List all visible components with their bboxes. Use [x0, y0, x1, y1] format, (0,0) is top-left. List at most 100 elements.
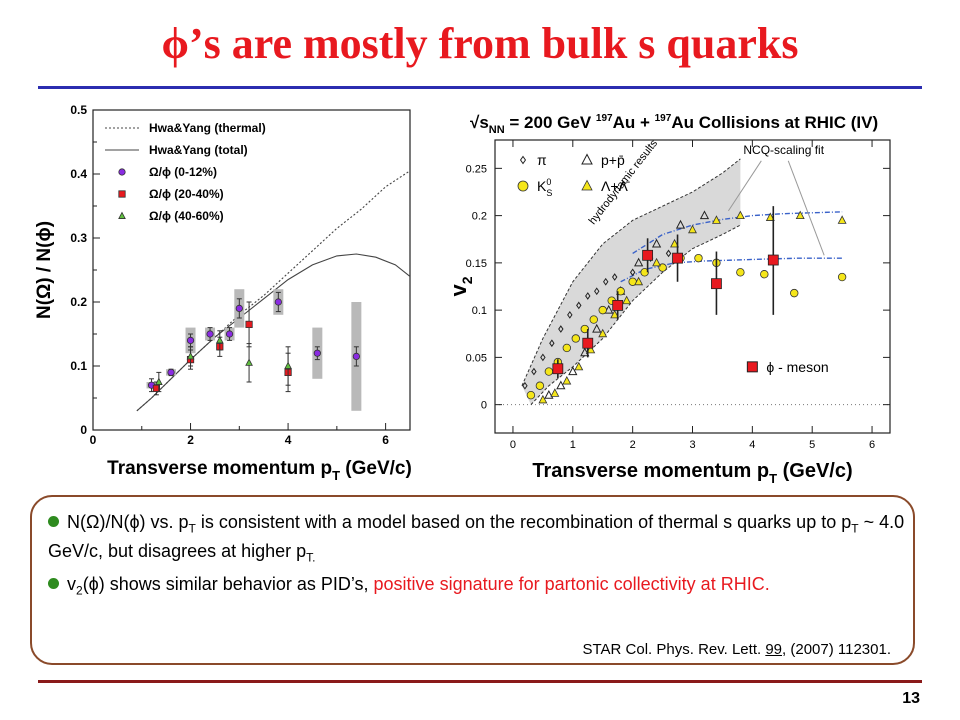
x-tick-label: 1: [570, 439, 576, 451]
data-point: [594, 287, 600, 296]
data-point: [837, 215, 847, 224]
highlight-text: positive signature for partonic collecti…: [373, 574, 770, 594]
plot-frame: [494, 139, 891, 434]
y-tick-label: 0: [481, 400, 487, 412]
data-point: [665, 249, 672, 258]
slide-title: ϕ’s are mostly from bulk s quarks: [161, 19, 799, 68]
data-point: [571, 334, 580, 343]
data-point: [634, 276, 644, 286]
legend-label: Ω/ϕ (40-60%): [149, 209, 224, 223]
data-point: [675, 219, 686, 229]
x-axis-label-unit: (GeV/c): [340, 458, 412, 479]
title-sqrt: √s: [470, 113, 489, 132]
data-point: [688, 224, 697, 234]
hydro-lower: [530, 224, 741, 405]
data-point: [313, 349, 321, 357]
data-point: [245, 320, 253, 328]
phi-point: [672, 252, 683, 264]
y-tick-label: 0.3: [70, 231, 87, 245]
data-point: [206, 330, 214, 338]
x-axis-label-sub: T: [332, 468, 340, 483]
x-tick-label: 6: [869, 439, 875, 451]
bullet-ratio: N(Ω)/N(ϕ) vs. pT is consistent with a mo…: [48, 512, 905, 565]
data-point: [603, 277, 609, 286]
bullet-v2: v2(ϕ) shows similar behavior as PID’s, p…: [48, 573, 910, 602]
y-tick-label: 0.05: [466, 352, 487, 364]
data-point: [760, 270, 769, 279]
ncq-pointer: [787, 160, 825, 256]
data-point: [765, 212, 775, 221]
data-point: [795, 210, 805, 220]
legend-proton-marker: [581, 153, 593, 165]
data-point: [580, 347, 590, 357]
data-point: [544, 367, 554, 376]
data-point: [586, 344, 596, 354]
legend-kaon-sub: S: [546, 188, 552, 198]
data-point: [352, 352, 360, 360]
legend-marker: [118, 168, 126, 176]
phi-point: [711, 278, 722, 290]
legend-label: Ω/ϕ (20-40%): [149, 187, 224, 201]
footer-divider: [38, 680, 922, 683]
x-axis-label-main: Transverse momentum p: [107, 458, 332, 479]
data-point: [711, 215, 721, 224]
title-end: Au Collisions at RHIC (IV): [671, 113, 878, 132]
x-tick-label: 3: [689, 439, 695, 451]
data-point: [634, 257, 644, 267]
title-sup: 197: [596, 113, 613, 124]
legend-label: K0 S: [537, 177, 552, 198]
title-sup: 197: [655, 113, 672, 124]
page-number: 13: [902, 690, 920, 707]
x-tick-label: 2: [630, 439, 636, 451]
data-point: [186, 336, 195, 344]
data-point: [585, 292, 591, 300]
ncq-annotation: NCQ-scaling fit: [743, 143, 824, 157]
data-point: [535, 381, 545, 390]
legend-label: ϕ - meson: [766, 359, 828, 375]
y-tick-label: 0.15: [466, 258, 487, 270]
legend-label: Hwa&Yang (thermal): [149, 121, 266, 135]
citation: STAR Col. Phys. Rev. Lett. 99, (2007) 11…: [582, 641, 891, 658]
title-divider: [38, 86, 922, 89]
data-point: [616, 287, 625, 296]
title-energy: = 200 GeV: [505, 113, 596, 132]
legend-pion-marker: [519, 155, 527, 165]
legend-kaon-marker: [517, 180, 529, 192]
chart-title: √sNN = 200 GeV 197Au + 197Au Collisions …: [470, 113, 878, 136]
data-point: [562, 375, 572, 385]
bullet-dot: [48, 516, 59, 527]
phi-point: [552, 363, 564, 375]
y-tick-label: 0.1: [70, 359, 87, 373]
data-point: [598, 305, 607, 315]
data-point: [592, 323, 602, 333]
data-point: [580, 324, 589, 334]
x-axis-label-unit: (GeV/c): [777, 460, 853, 482]
data-point: [576, 301, 582, 310]
y-tick-label: 0.5: [70, 103, 87, 117]
data-point: [215, 336, 224, 344]
data-point: [610, 309, 620, 319]
phi-point: [767, 254, 779, 266]
data-point: [790, 288, 799, 298]
data-point: [651, 238, 662, 248]
data-point: [167, 368, 175, 376]
y-tick-label: 0: [80, 423, 87, 437]
data-point: [574, 361, 584, 371]
data-point: [526, 390, 536, 400]
y-tick-label: 0.4: [70, 167, 87, 181]
summary-box: N(Ω)/N(ϕ) vs. pT is consistent with a mo…: [30, 495, 915, 665]
data-point: [544, 389, 554, 399]
data-point: [735, 210, 745, 220]
data-point: [622, 295, 632, 305]
legend-marker: [118, 190, 126, 198]
legend-label: Hwa&Yang (total): [149, 143, 248, 157]
data-point: [652, 257, 662, 267]
data-point: [550, 388, 560, 397]
data-point: [284, 361, 292, 369]
y-axis-label-sub: 2: [459, 276, 475, 284]
legend-kaon-sup: 0: [546, 177, 551, 187]
data-point: [699, 210, 710, 220]
data-point: [556, 380, 566, 390]
y-tick-label: 0.2: [70, 295, 87, 309]
data-point: [837, 272, 847, 282]
